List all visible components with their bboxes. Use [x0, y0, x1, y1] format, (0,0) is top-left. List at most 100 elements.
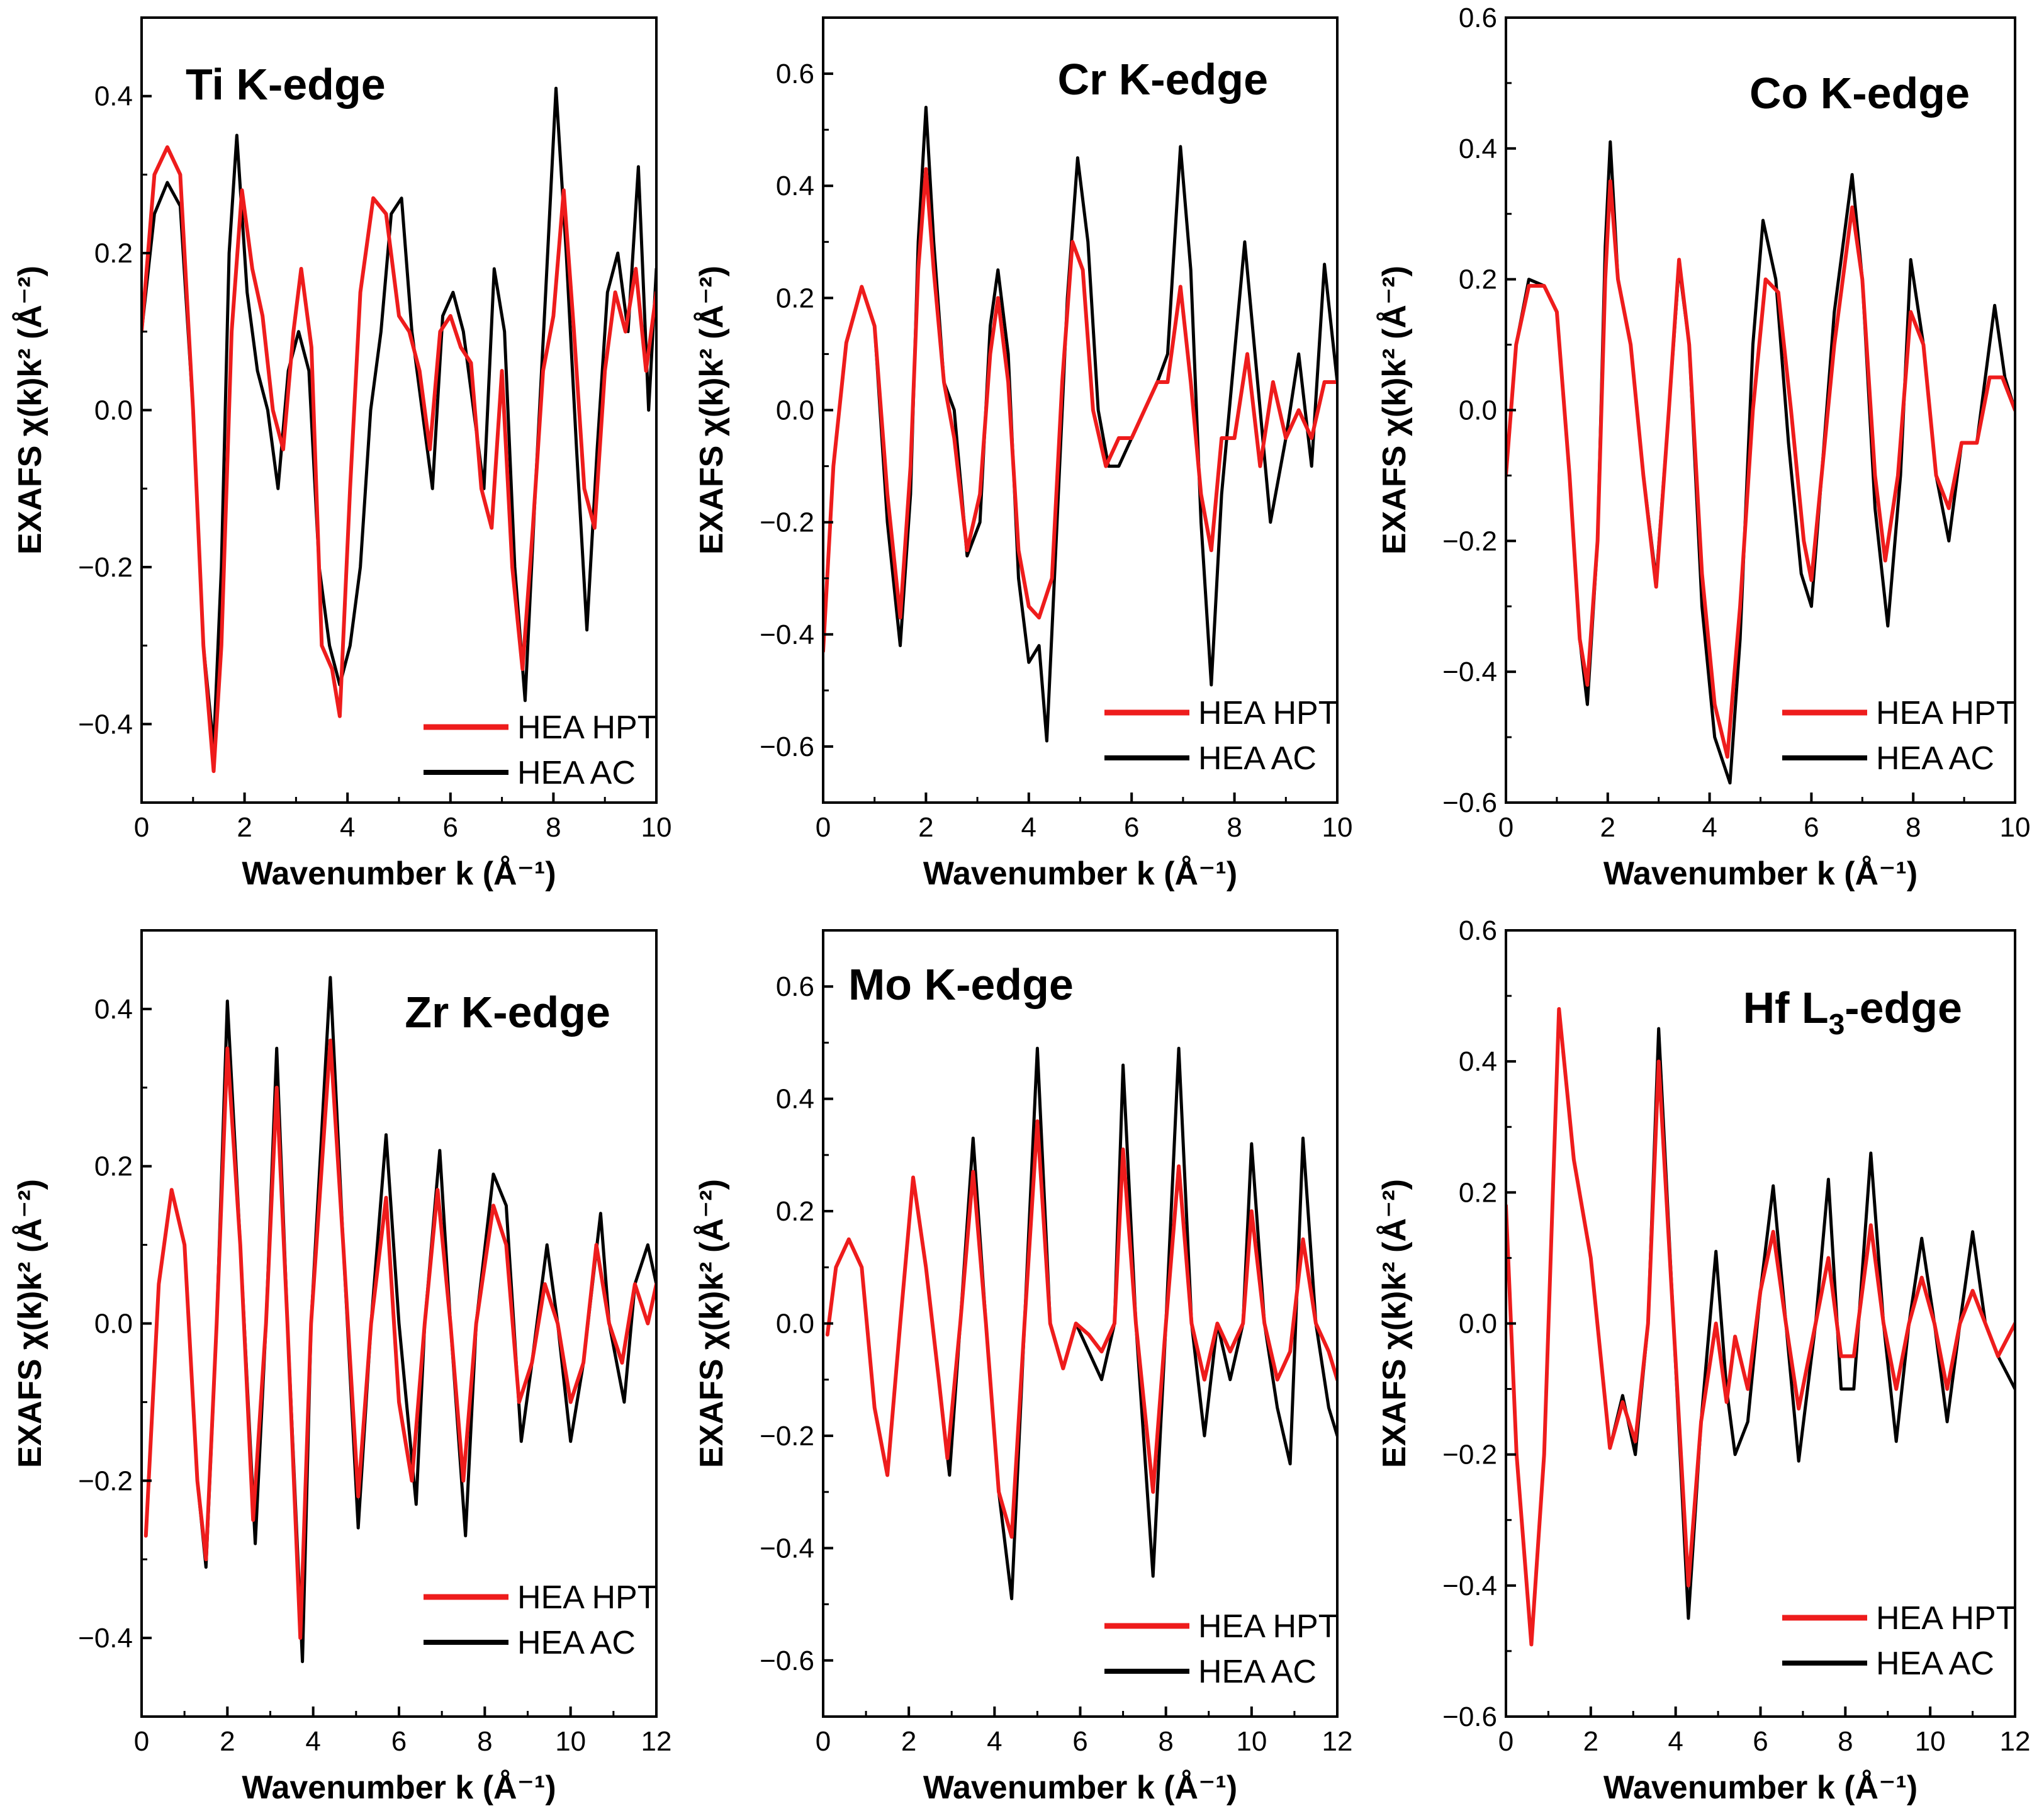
y-tick-label: 0.4 [94, 994, 133, 1025]
panel-title-main: Co K-edge [1749, 69, 1970, 118]
y-tick-label: −0.4 [1442, 1571, 1497, 1601]
x-tick-label: 12 [2000, 1726, 2031, 1757]
y-tick-label: 0.2 [94, 238, 133, 269]
x-tick-label: 10 [1915, 1726, 1946, 1757]
series-line-hea-hpt [1506, 179, 2015, 759]
x-axis-label: Wavenumber k (Å⁻¹) [923, 855, 1237, 892]
x-tick-label: 8 [477, 1726, 492, 1757]
x-axis-label: Wavenumber k (Å⁻¹) [1603, 1769, 1918, 1806]
y-tick-label: 0.4 [776, 171, 814, 201]
legend-label: HEA HPT [517, 1579, 658, 1616]
panel-title-subscript: 3 [1829, 1008, 1845, 1041]
legend: HEA HPT HEA AC [424, 709, 658, 791]
y-axis-label: EXAFS χ(k)k² (Å⁻²) [1376, 1179, 1413, 1468]
x-tick-label: 10 [1322, 812, 1353, 843]
series-line-hea-ac [142, 86, 656, 750]
y-axis-label: EXAFS χ(k)k² (Å⁻²) [694, 1179, 730, 1468]
y-tick-label: 0.6 [776, 971, 814, 1002]
panel-mo: 0 2 4 6 8 10 12 −0.6 −0.4 −0.2 0.0 0.2 0.4 0.6 Wavenum… [694, 929, 1352, 1806]
panel-title: Zr K-edge [405, 988, 610, 1037]
y-tick-label: −0.2 [78, 1465, 133, 1496]
x-tick-label: 2 [901, 1726, 916, 1757]
x-tick-label: 4 [987, 1726, 1002, 1757]
x-tick-label: 10 [641, 812, 672, 843]
y-tick-label: −0.4 [78, 1623, 133, 1654]
x-tick-label: 0 [1498, 812, 1513, 843]
y-tick-label: 0.0 [1459, 395, 1497, 426]
x-tick-label: 2 [1600, 812, 1615, 843]
y-tick-label: −0.4 [760, 1533, 814, 1564]
legend-label: HEA AC [517, 755, 636, 791]
panel-title: Co K-edge [1749, 69, 1970, 118]
y-tick-label: 0.2 [776, 283, 814, 313]
panel-co: 0 2 4 6 8 10 −0.6 −0.4 −0.2 0.0 0.2 0.4 0.6 Wavenumbe… [1376, 3, 2030, 892]
panel-title: Cr K-edge [1058, 55, 1268, 104]
series-line-hea-ac [823, 106, 1337, 743]
y-axis-label: EXAFS χ(k)k² (Å⁻²) [12, 1179, 48, 1468]
panel-title-main: Mo K-edge [848, 960, 1074, 1009]
y-tick-label: −0.2 [78, 552, 133, 583]
series-line-hea-ac [1506, 140, 2015, 785]
series-line-hea-hpt [143, 1038, 656, 1640]
x-tick-label: 6 [443, 812, 458, 843]
legend-label: HEA HPT [1876, 695, 2016, 731]
y-tick-label: 0.6 [776, 59, 814, 89]
legend: HEA HPT HEA AC [424, 1579, 658, 1661]
y-tick-label: −0.2 [760, 1421, 814, 1452]
series-line-hea-hpt [142, 145, 656, 774]
y-tick-label: 0.0 [94, 395, 133, 426]
panel-title-main: Zr K-edge [405, 988, 610, 1037]
panel-zr: 0 2 4 6 8 10 12 −0.4 −0.2 0.0 0.2 0.4 Wavenumber k (… [12, 929, 672, 1806]
y-tick-label: −0.4 [78, 709, 133, 740]
x-axis-label: Wavenumber k (Å⁻¹) [923, 1769, 1237, 1806]
y-tick-label: 0.6 [1459, 3, 1497, 33]
y-tick-label: 0.2 [1459, 1177, 1497, 1208]
x-tick-label: 10 [555, 1726, 586, 1757]
y-tick-label: 0.0 [776, 1309, 814, 1340]
legend-label: HEA AC [1198, 1654, 1317, 1690]
x-tick-label: 0 [816, 1726, 831, 1757]
x-tick-label: 8 [1838, 1726, 1853, 1757]
x-tick-label: 10 [1236, 1726, 1267, 1757]
panel-ti: 0 2 4 6 8 10 −0.4 −0.2 0.0 0.2 0.4 Wavenumber k (Å⁻… [12, 16, 672, 892]
y-tick-label: −0.2 [760, 507, 814, 538]
x-tick-label: 12 [641, 1726, 672, 1757]
series-line-hea-ac [144, 976, 656, 1664]
x-tick-label: 6 [1072, 1726, 1087, 1757]
x-tick-label: 10 [2000, 812, 2031, 843]
legend-label: HEA AC [1876, 1645, 1994, 1682]
legend: HEA HPT HEA AC [1782, 1600, 2016, 1682]
panel-title: Hf L3-edge [1743, 983, 1962, 1041]
legend: HEA HPT HEA AC [1104, 1608, 1339, 1690]
panel-cr: 0 2 4 6 8 10 −0.6 −0.4 −0.2 0.0 0.2 0.4 0.6 Wavenumbe… [694, 16, 1353, 892]
x-tick-label: 2 [237, 812, 252, 843]
panel-title-main: Hf L [1743, 983, 1829, 1032]
y-tick-label: −0.2 [1442, 526, 1497, 556]
y-tick-label: 0.2 [1459, 264, 1497, 295]
series-line-hea-ac [1506, 1007, 2015, 1646]
legend-label: HEA AC [1198, 740, 1317, 777]
x-tick-label: 0 [134, 1726, 149, 1757]
legend-label: HEA HPT [1198, 695, 1339, 731]
legend-label: HEA HPT [517, 709, 658, 746]
y-tick-label: −0.6 [760, 731, 814, 762]
x-tick-label: 4 [1668, 1726, 1683, 1757]
legend: HEA HPT HEA AC [1104, 695, 1339, 777]
x-tick-label: 4 [305, 1726, 320, 1757]
x-tick-label: 2 [1583, 1726, 1598, 1757]
y-tick-label: 0.4 [776, 1084, 814, 1115]
y-tick-label: 0.0 [1459, 1309, 1497, 1340]
series-line-hea-ac [826, 1046, 1337, 1601]
x-tick-label: 8 [1227, 812, 1242, 843]
y-tick-label: −0.6 [1442, 1701, 1497, 1732]
x-axis-label: Wavenumber k (Å⁻¹) [1603, 855, 1918, 892]
series-line-hea-hpt [825, 1119, 1337, 1539]
x-tick-label: 4 [1702, 812, 1717, 843]
legend: HEA HPT HEA AC [1782, 695, 2016, 777]
plot-frame [1505, 16, 2016, 804]
legend-label: HEA HPT [1876, 1600, 2016, 1637]
y-tick-label: −0.6 [1442, 787, 1497, 818]
x-tick-label: 0 [134, 812, 149, 843]
y-tick-label: 0.6 [1459, 915, 1497, 946]
y-tick-label: −0.4 [1442, 657, 1497, 687]
